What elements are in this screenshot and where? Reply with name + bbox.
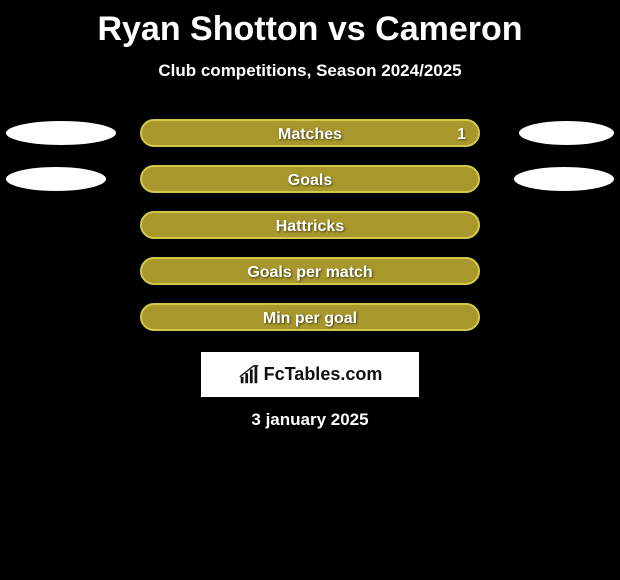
stat-row: Goals per match (0, 249, 620, 295)
right-ellipse (519, 121, 614, 145)
stat-bar: Goals per match (140, 257, 480, 285)
stat-rows: Matches 1 Goals Hattricks Goals per matc… (0, 111, 620, 341)
stat-row: Goals (0, 157, 620, 203)
stat-bar: Min per goal (140, 303, 480, 331)
stat-bar: Hattricks (140, 211, 480, 239)
date-label: 3 january 2025 (0, 410, 620, 430)
left-ellipse (6, 121, 116, 145)
stat-bar: Goals (140, 165, 480, 193)
stat-row: Hattricks (0, 203, 620, 249)
stat-label: Min per goal (142, 305, 478, 333)
subtitle: Club competitions, Season 2024/2025 (0, 61, 620, 81)
stat-row: Min per goal (0, 295, 620, 341)
stat-label: Goals per match (142, 259, 478, 287)
stat-bar: Matches 1 (140, 119, 480, 147)
logo-text: FcTables.com (238, 364, 383, 386)
chart-icon (238, 364, 260, 386)
logo-label: FcTables.com (264, 364, 383, 385)
page-title: Ryan Shotton vs Cameron (0, 0, 620, 49)
stat-row: Matches 1 (0, 111, 620, 157)
stat-label: Goals (142, 167, 478, 195)
left-ellipse (6, 167, 106, 191)
stat-label: Matches (142, 121, 478, 149)
right-ellipse (514, 167, 614, 191)
stat-value: 1 (457, 121, 466, 149)
stat-label: Hattricks (142, 213, 478, 241)
logo-box: FcTables.com (201, 352, 419, 397)
